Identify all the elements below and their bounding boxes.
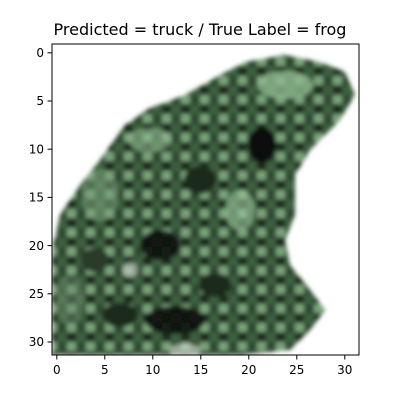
axes-frame — [51, 43, 360, 356]
x-tick-label: 25 — [289, 363, 304, 377]
y-tick-label: 30 — [29, 335, 44, 349]
y-tick-label: 10 — [29, 142, 44, 156]
x-tick-label: 0 — [53, 363, 61, 377]
y-tick-label: 25 — [29, 287, 44, 301]
figure-title: Predicted = truck / True Label = frog — [53, 20, 347, 39]
x-tick-label: 5 — [101, 363, 109, 377]
x-axis: 0 5 10 15 20 25 30 — [53, 355, 352, 377]
y-tick-label: 5 — [36, 94, 44, 108]
frog-image — [52, 44, 359, 355]
x-tick-label: 15 — [193, 363, 208, 377]
x-tick-label: 20 — [241, 363, 256, 377]
y-axis: 0 5 10 15 20 25 30 — [29, 46, 52, 349]
x-tick-label: 30 — [337, 363, 352, 377]
y-tick-label: 20 — [29, 239, 44, 253]
y-tick-label: 0 — [36, 46, 44, 60]
x-tick-label: 10 — [145, 363, 160, 377]
y-tick-label: 15 — [29, 191, 44, 205]
